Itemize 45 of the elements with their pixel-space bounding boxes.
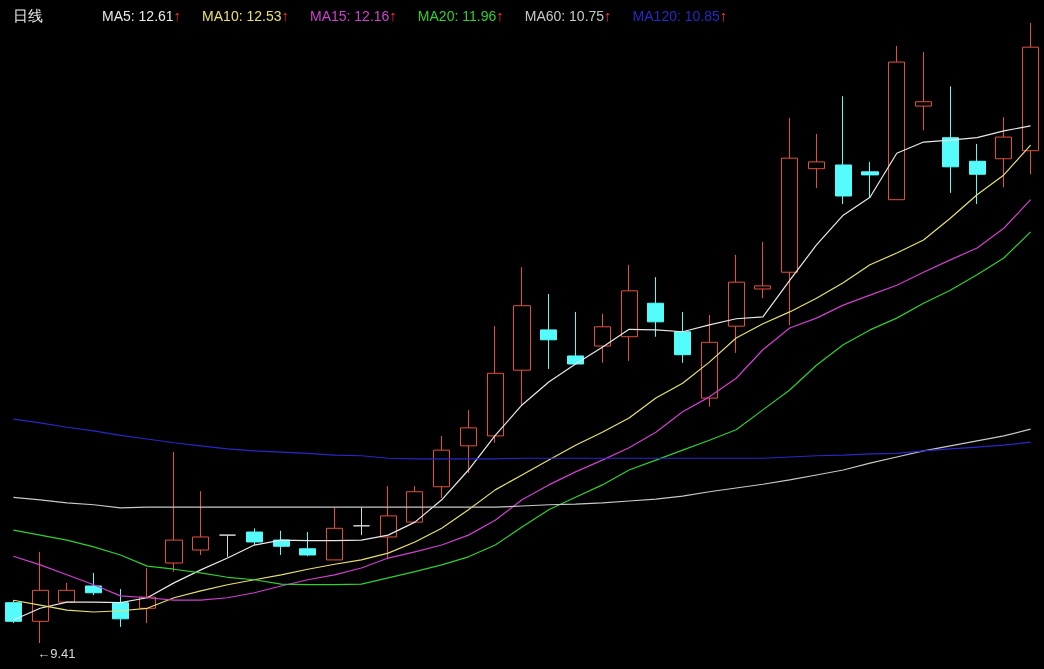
candlestick (299, 531, 316, 557)
text: MA5: 12.61↑ (102, 7, 182, 24)
candlestick (380, 485, 397, 560)
candlestick (112, 588, 129, 628)
candlestick (995, 116, 1012, 188)
candlestick (808, 133, 825, 189)
candlestick (165, 451, 183, 573)
candlestick (942, 85, 959, 194)
candlestick (353, 506, 370, 536)
candlestick (754, 241, 771, 299)
candlestick (487, 325, 504, 444)
candlestick (540, 293, 557, 370)
candlestick (460, 409, 477, 474)
candlestick (5, 599, 22, 624)
candlestick (781, 117, 798, 326)
candlestick (513, 266, 531, 406)
candlestick (32, 551, 49, 644)
candlestick (433, 435, 450, 499)
candlestick (1022, 22, 1039, 175)
candlestick (728, 254, 745, 354)
candlestick (888, 45, 905, 201)
candlestick (969, 143, 986, 205)
candlestick (567, 311, 584, 365)
text: ←9.41 (37, 645, 76, 661)
text: MA60: 10.75↑ (524, 7, 612, 24)
candlestick (192, 490, 209, 556)
candlestick (246, 527, 263, 546)
text: MA10: 12.53↑ (202, 7, 289, 24)
candlestick (861, 161, 879, 199)
chart-title: 日线 (13, 6, 43, 25)
candlestick (58, 582, 75, 604)
candlestick (85, 572, 102, 596)
candlestick (647, 276, 664, 338)
candlestick (406, 485, 423, 523)
candlestick (835, 95, 852, 205)
text: MA15: 12.16↑ (309, 7, 397, 24)
candlestick (915, 51, 932, 131)
candlestick (219, 534, 236, 558)
text: MA20: 11.96↑ (417, 7, 504, 24)
candlestick (674, 311, 691, 364)
candlestick (621, 264, 638, 362)
candlestick (594, 313, 611, 364)
text: MA120: 10.85↑ (632, 7, 728, 24)
candlestick (326, 506, 343, 561)
candlestick (701, 314, 718, 408)
